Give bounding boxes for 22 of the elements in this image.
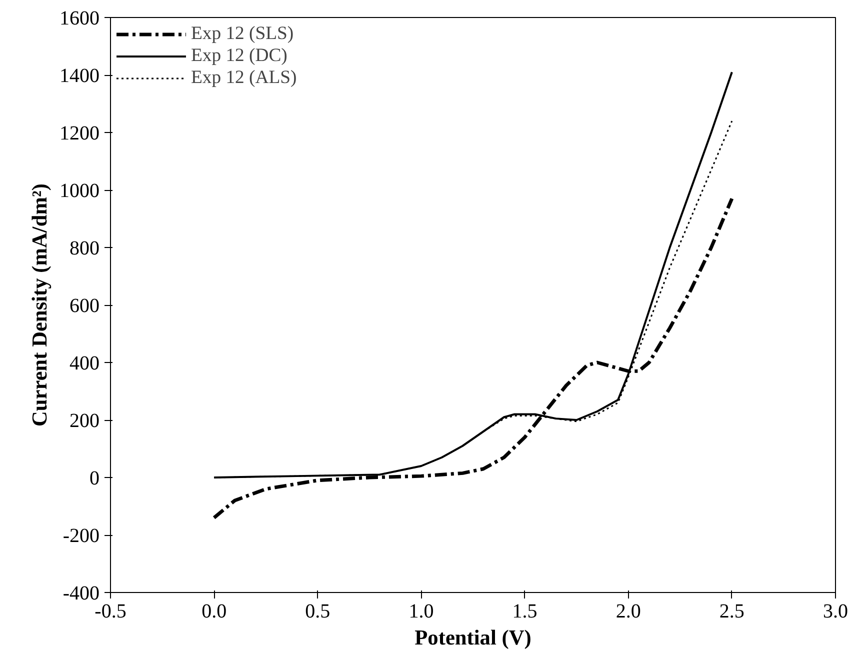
y-tick-label: 600 bbox=[70, 295, 100, 317]
x-tick-label: 2.5 bbox=[719, 600, 744, 622]
y-tick-label: 400 bbox=[70, 352, 100, 374]
y-tick-label: 1200 bbox=[60, 122, 100, 144]
legend-label: Exp 12 (ALS) bbox=[191, 67, 297, 89]
x-tick-label: 0.5 bbox=[305, 600, 330, 622]
x-tick-label: 2.0 bbox=[616, 600, 641, 622]
y-tick-label: 1600 bbox=[60, 8, 100, 30]
y-tick-label: 1000 bbox=[60, 180, 100, 202]
x-tick-label: 1.5 bbox=[512, 600, 538, 622]
x-tick-label: 3.0 bbox=[823, 600, 848, 622]
y-axis-title: Current Density (mA/dm²) bbox=[28, 184, 52, 426]
y-tick-label: 0 bbox=[90, 468, 100, 490]
y-tick-label: 800 bbox=[70, 238, 100, 260]
legend-label: Exp 12 (SLS) bbox=[191, 23, 294, 45]
x-axis-title: Potential (V) bbox=[414, 626, 532, 650]
x-tick-label: 0.0 bbox=[202, 600, 227, 622]
x-tick-label: 1.0 bbox=[408, 600, 434, 622]
y-tick-label: 1400 bbox=[60, 65, 100, 87]
y-tick-label: 200 bbox=[70, 410, 100, 432]
y-tick-label: -200 bbox=[62, 525, 100, 547]
legend-label: Exp 12 (DC) bbox=[191, 45, 288, 67]
